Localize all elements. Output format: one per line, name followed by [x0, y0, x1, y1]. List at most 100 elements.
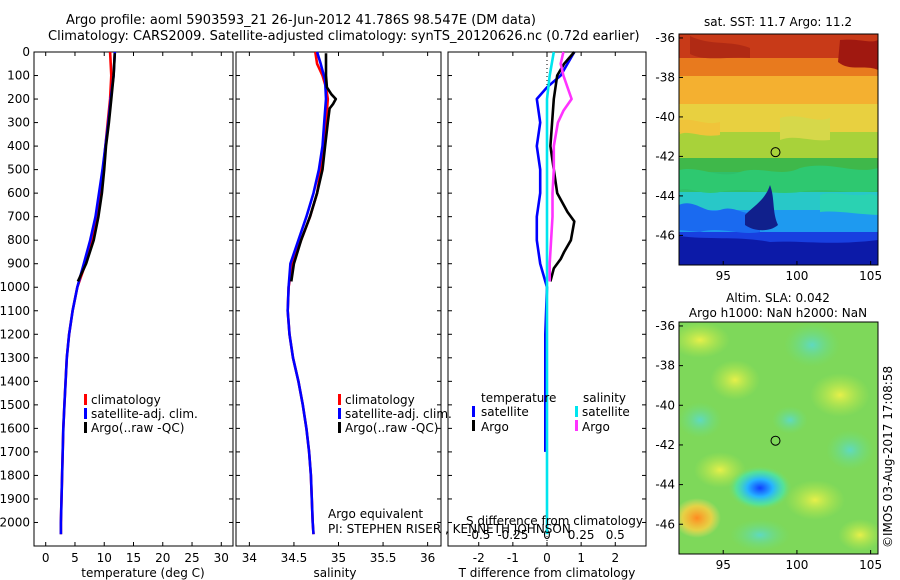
depth-tick-label: 1100: [0, 304, 30, 318]
sla_map-ytick-label: -40: [655, 398, 675, 412]
diff-legend-label: satellite: [582, 405, 630, 419]
depth-tick-label: 300: [7, 116, 30, 130]
temperature-legend-label: satellite-adj. clim.: [91, 407, 198, 421]
temperature-xtick-label: 25: [184, 551, 199, 565]
salinity-legend-label: climatology: [345, 393, 415, 407]
depth-tick-label: 800: [7, 233, 30, 247]
sst_map-ytick-label: -36: [655, 31, 675, 45]
salinity-xtick-label: 34: [242, 551, 257, 565]
temperature-xtick-label: 10: [97, 551, 112, 565]
salinity-legend-label: satellite-adj. clim.: [345, 407, 452, 421]
depth-tick-label: 100: [7, 69, 30, 83]
sst_map-xtick-label: 95: [716, 269, 731, 283]
sla-map-title-1: Altim. SLA: 0.042: [726, 291, 830, 305]
sla_map-ytick-label: -42: [655, 438, 675, 452]
temperature-legend-label: climatology: [91, 393, 161, 407]
s-diff-tick-label: 0.25: [568, 528, 595, 542]
depth-tick-label: 700: [7, 210, 30, 224]
s-diff-tick-label: -0.25: [497, 528, 528, 542]
diff-legend-temperature-title: temperature: [481, 391, 556, 405]
differences-temperature-argo-line: [549, 51, 576, 282]
sla_map-ytick-label: -44: [655, 478, 675, 492]
sst_map-ytick-label: -46: [655, 228, 675, 242]
depth-tick-label: 1800: [0, 468, 30, 482]
diff-legend-swatch: [575, 420, 578, 431]
temperature-axis-label: temperature (deg C): [81, 566, 204, 580]
salinity-legend-label: Argo(..raw -QC): [345, 421, 438, 435]
depth-tick-label: 1700: [0, 445, 30, 459]
depth-tick-label: 1500: [0, 398, 30, 412]
temperature-axes-frame: [33, 51, 234, 547]
sla_map-ytick-label: -46: [655, 517, 675, 531]
depth-tick-label: 1600: [0, 421, 30, 435]
salinity-xtick-label: 34.5: [281, 551, 308, 565]
sla_map-ytick-label: -36: [655, 319, 675, 333]
depth-tick-label: 2000: [0, 515, 30, 529]
depth-tick-label: 200: [7, 92, 30, 106]
differences-xtick-label: 1: [577, 551, 585, 565]
sla_map-xtick-label: 100: [785, 558, 808, 572]
s-diff-top-label: S difference from climatology: [466, 514, 643, 528]
depth-tick-label: 1000: [0, 280, 30, 294]
sla_map-xtick-label: 95: [716, 558, 731, 572]
temperature-legend-swatch: [84, 394, 87, 405]
temperature-climatology-line: [59, 51, 113, 535]
s-diff-tick-label: 0: [543, 528, 551, 542]
sst_map-ytick-label: -38: [655, 70, 675, 84]
plot-title-line2: Climatology: CARS2009. Satellite-adjuste…: [48, 29, 640, 44]
temperature-legend-label: Argo(..raw -QC): [91, 421, 184, 435]
sst_map-ytick-label: -42: [655, 149, 675, 163]
diff-legend-label: satellite: [481, 405, 529, 419]
diff-legend-label: Argo: [481, 420, 509, 434]
sst_map-float-marker: [770, 147, 781, 158]
s-diff-tick-label: -0.5: [467, 528, 490, 542]
depth-tick-label: 0: [22, 45, 30, 59]
depth-tick-label: 1900: [0, 492, 30, 506]
sla-heatmap: [679, 322, 878, 554]
sla_map-float-marker: [770, 435, 781, 446]
differences-salinity-satellite-line: [545, 51, 556, 535]
sst_map-xtick-label: 100: [785, 269, 808, 283]
depth-tick-label: 400: [7, 139, 30, 153]
depth-tick-label: 600: [7, 186, 30, 200]
sla_map-ytick-label: -38: [655, 359, 675, 373]
salinity-legend-swatch: [338, 408, 341, 419]
sla_map-xtick-label: 105: [859, 558, 882, 572]
sst_map-xtick-label: 105: [859, 269, 882, 283]
differences-xtick-label: -1: [507, 551, 519, 565]
sla-map-title-2: Argo h1000: NaN h2000: NaN: [689, 306, 867, 320]
depth-tick-label: 900: [7, 257, 30, 271]
sst-map-frame: [678, 33, 879, 266]
differences-xtick-label: 2: [611, 551, 619, 565]
diff-legend-swatch: [472, 406, 475, 417]
depth-tick-label: 500: [7, 163, 30, 177]
depth-tick-label: 1300: [0, 351, 30, 365]
differences-xtick-label: 0: [543, 551, 551, 565]
temperature-xtick-label: 0: [42, 551, 50, 565]
salinity-axes-frame: [235, 51, 442, 547]
salinity-xtick-label: 36: [420, 551, 435, 565]
diff-legend-label: Argo: [582, 420, 610, 434]
salinity-xtick-label: 35.5: [370, 551, 397, 565]
temperature-xtick-label: 20: [155, 551, 170, 565]
differences-salinity-argo-line: [548, 51, 573, 282]
salinity-satellite-adj-clim--line: [286, 51, 328, 535]
temperature-xtick-label: 15: [126, 551, 141, 565]
diff-legend-swatch: [472, 420, 475, 431]
depth-tick-label: 1200: [0, 327, 30, 341]
salinity-climatology-line: [286, 51, 330, 535]
salinity-xtick-label: 35: [331, 551, 346, 565]
salinity-axis-label: salinity: [313, 566, 356, 580]
plot-title-line1: Argo profile: aoml 5903593_21 26-Jun-201…: [66, 13, 536, 28]
t-diff-axis-label: T difference from climatology: [458, 566, 636, 580]
argo-equivalent-label: Argo equivalent: [328, 507, 423, 521]
sst-heatmap: [679, 34, 878, 265]
temperature-xtick-label: 5: [71, 551, 79, 565]
temperature-legend-swatch: [84, 422, 87, 433]
imos-copyright-label: ©IMOS 03-Aug-2017 17:08:58: [881, 366, 895, 548]
salinity-legend-swatch: [338, 422, 341, 433]
temperature-argo-raw-qc--line: [76, 53, 117, 282]
salinity-argo-raw-qc--line: [290, 53, 338, 282]
sst_map-ytick-label: -40: [655, 110, 675, 124]
